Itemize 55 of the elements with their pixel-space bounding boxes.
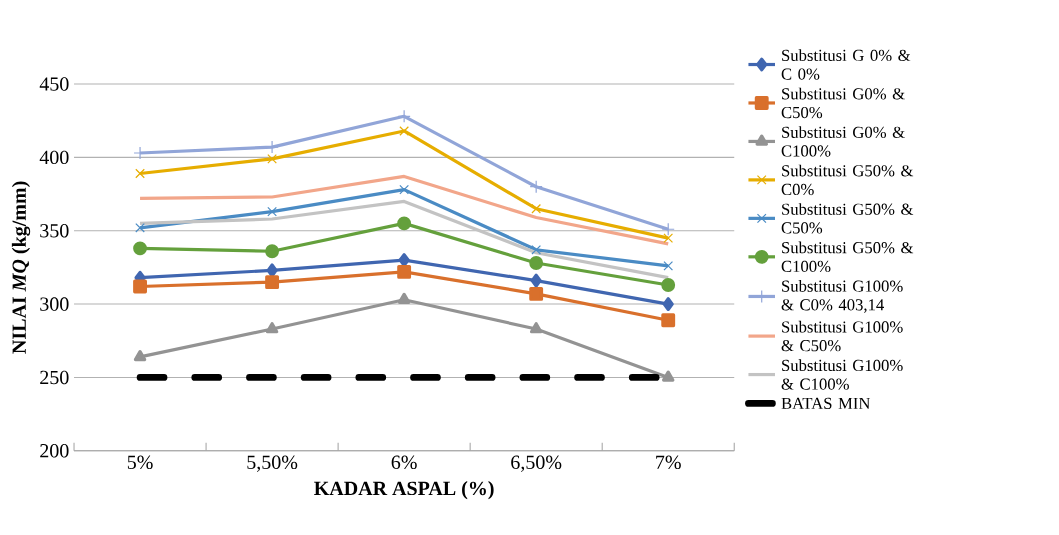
y-tick-label: 400 (39, 150, 69, 165)
legend-label: Substitusi G50% & C50% (781, 203, 914, 234)
point (661, 278, 676, 293)
point (399, 126, 409, 136)
point (531, 245, 542, 255)
point (531, 203, 542, 214)
x-tick-label: 5% (127, 455, 153, 470)
point (529, 322, 543, 334)
point (133, 350, 147, 362)
legend-label: Substitusi G100% & C0% 403,14 (781, 280, 903, 313)
x-axis-title: KADAR ASPAL (%) (314, 481, 494, 500)
point (266, 263, 278, 278)
point (530, 273, 542, 288)
point (133, 279, 147, 294)
x-tick-label: 7% (656, 455, 681, 470)
point (397, 292, 411, 305)
point (135, 168, 145, 179)
y-tick-label: 300 (40, 297, 69, 311)
point (135, 223, 145, 233)
point (397, 264, 412, 279)
y-tick-label: 200 (40, 444, 69, 458)
point (529, 286, 544, 301)
point (399, 184, 409, 195)
point (265, 275, 280, 290)
legend-label: Substitusi G0% & C50% (781, 87, 905, 119)
point (397, 109, 411, 123)
legend-label: Substitusi G50% & C0% (781, 164, 914, 196)
legend-label: Substitusi G100% & C100% (781, 359, 903, 390)
x-tick-label: 6,50% (511, 455, 562, 472)
point (133, 241, 147, 256)
point (267, 206, 277, 217)
y-axis-title: NILAI MQ (kg/mm) (11, 181, 31, 354)
point (661, 313, 676, 328)
y-tick-label: 250 (40, 370, 69, 385)
point (663, 261, 674, 271)
point (529, 256, 544, 271)
legend-label: Substitusi G 0% & C 0% (781, 49, 911, 80)
legend-label: Substitusi G0% & C100% (781, 126, 905, 157)
point (663, 233, 674, 243)
point (397, 216, 412, 231)
x-tick-label: 6% (391, 455, 417, 470)
legend-label: Substitusi G100% & C50% (781, 320, 903, 352)
point (265, 322, 279, 334)
point (265, 244, 280, 259)
point (529, 180, 543, 194)
x-tick-label: 5,50% (247, 455, 298, 472)
legend-label: BATAS MIN (781, 397, 871, 410)
point (661, 370, 675, 382)
y-tick-label: 450 (39, 77, 69, 91)
line-series (138, 174, 670, 246)
point (267, 154, 277, 164)
y-tick-label: 350 (40, 224, 69, 238)
legend-label: Substitusi G50% & C100% (781, 241, 914, 273)
point (661, 222, 675, 236)
point (662, 297, 674, 312)
